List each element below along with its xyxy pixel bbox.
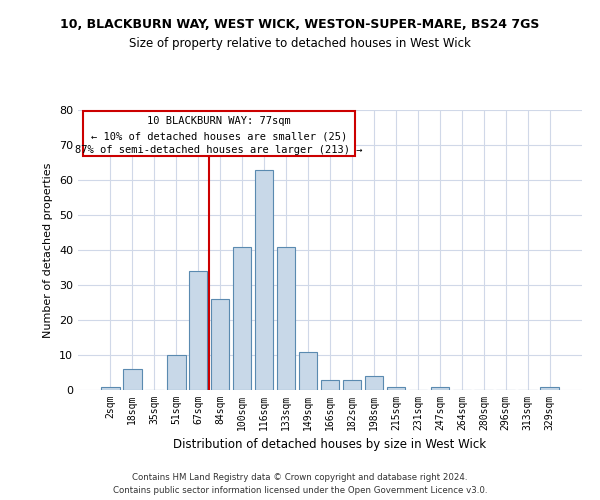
X-axis label: Distribution of detached houses by size in West Wick: Distribution of detached houses by size …	[173, 438, 487, 452]
Text: ← 10% of detached houses are smaller (25): ← 10% of detached houses are smaller (25…	[91, 131, 347, 141]
Bar	[101, 386, 119, 390]
Text: 10 BLACKBURN WAY: 77sqm: 10 BLACKBURN WAY: 77sqm	[147, 116, 291, 126]
Y-axis label: Number of detached properties: Number of detached properties	[43, 162, 53, 338]
Text: 87% of semi-detached houses are larger (213) →: 87% of semi-detached houses are larger (…	[76, 146, 363, 156]
Bar	[299, 352, 317, 390]
Bar	[167, 355, 185, 390]
Bar	[386, 386, 405, 390]
Bar	[541, 386, 559, 390]
Bar	[211, 299, 229, 390]
Bar	[277, 246, 295, 390]
Bar	[431, 386, 449, 390]
Text: 10, BLACKBURN WAY, WEST WICK, WESTON-SUPER-MARE, BS24 7GS: 10, BLACKBURN WAY, WEST WICK, WESTON-SUP…	[61, 18, 539, 30]
Bar	[343, 380, 361, 390]
Bar	[189, 271, 208, 390]
Bar	[233, 246, 251, 390]
Bar	[365, 376, 383, 390]
FancyBboxPatch shape	[83, 112, 355, 156]
Bar	[123, 369, 142, 390]
Text: Size of property relative to detached houses in West Wick: Size of property relative to detached ho…	[129, 38, 471, 51]
Bar	[255, 170, 274, 390]
Bar	[320, 380, 340, 390]
Text: Contains HM Land Registry data © Crown copyright and database right 2024.
Contai: Contains HM Land Registry data © Crown c…	[113, 474, 487, 495]
